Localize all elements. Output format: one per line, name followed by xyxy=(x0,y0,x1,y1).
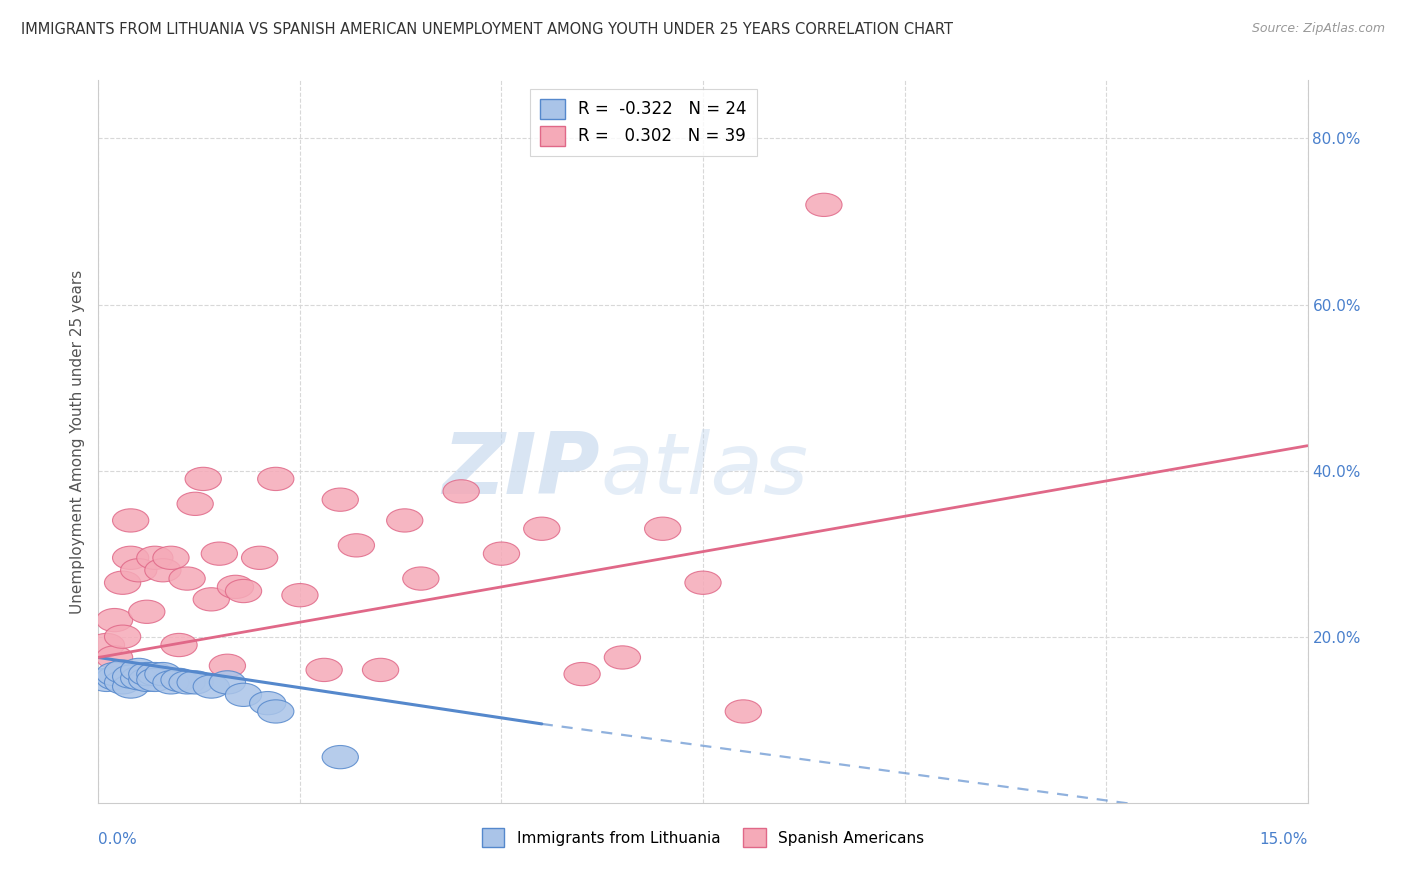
Ellipse shape xyxy=(129,663,165,686)
Ellipse shape xyxy=(363,658,399,681)
Ellipse shape xyxy=(257,700,294,723)
Ellipse shape xyxy=(209,654,246,677)
Text: 15.0%: 15.0% xyxy=(1260,831,1308,847)
Ellipse shape xyxy=(97,663,132,686)
Ellipse shape xyxy=(112,675,149,698)
Ellipse shape xyxy=(806,194,842,217)
Ellipse shape xyxy=(121,666,157,690)
Ellipse shape xyxy=(136,663,173,686)
Ellipse shape xyxy=(605,646,641,669)
Ellipse shape xyxy=(121,658,157,681)
Ellipse shape xyxy=(644,517,681,541)
Ellipse shape xyxy=(177,492,214,516)
Ellipse shape xyxy=(145,663,181,686)
Text: IMMIGRANTS FROM LITHUANIA VS SPANISH AMERICAN UNEMPLOYMENT AMONG YOUTH UNDER 25 : IMMIGRANTS FROM LITHUANIA VS SPANISH AME… xyxy=(21,22,953,37)
Ellipse shape xyxy=(112,665,149,689)
Ellipse shape xyxy=(225,580,262,603)
Ellipse shape xyxy=(307,658,342,681)
Ellipse shape xyxy=(402,567,439,591)
Ellipse shape xyxy=(257,467,294,491)
Ellipse shape xyxy=(564,663,600,686)
Ellipse shape xyxy=(97,608,132,632)
Ellipse shape xyxy=(201,542,238,566)
Legend: Immigrants from Lithuania, Spanish Americans: Immigrants from Lithuania, Spanish Ameri… xyxy=(475,822,931,853)
Ellipse shape xyxy=(169,567,205,591)
Ellipse shape xyxy=(523,517,560,541)
Ellipse shape xyxy=(725,700,762,723)
Ellipse shape xyxy=(129,668,165,691)
Ellipse shape xyxy=(339,533,374,557)
Ellipse shape xyxy=(97,646,132,669)
Ellipse shape xyxy=(250,691,285,714)
Ellipse shape xyxy=(145,558,181,582)
Ellipse shape xyxy=(209,671,246,694)
Y-axis label: Unemployment Among Youth under 25 years: Unemployment Among Youth under 25 years xyxy=(69,269,84,614)
Ellipse shape xyxy=(160,633,197,657)
Ellipse shape xyxy=(104,671,141,694)
Ellipse shape xyxy=(193,588,229,611)
Ellipse shape xyxy=(322,746,359,769)
Ellipse shape xyxy=(225,683,262,706)
Ellipse shape xyxy=(136,546,173,569)
Ellipse shape xyxy=(281,583,318,607)
Text: Source: ZipAtlas.com: Source: ZipAtlas.com xyxy=(1251,22,1385,36)
Ellipse shape xyxy=(153,546,190,569)
Ellipse shape xyxy=(97,666,132,690)
Ellipse shape xyxy=(89,633,125,657)
Ellipse shape xyxy=(136,668,173,691)
Ellipse shape xyxy=(129,600,165,624)
Ellipse shape xyxy=(685,571,721,594)
Ellipse shape xyxy=(387,508,423,532)
Ellipse shape xyxy=(112,546,149,569)
Ellipse shape xyxy=(169,671,205,694)
Ellipse shape xyxy=(89,668,125,691)
Ellipse shape xyxy=(242,546,278,569)
Ellipse shape xyxy=(153,671,190,694)
Ellipse shape xyxy=(104,625,141,648)
Ellipse shape xyxy=(186,467,221,491)
Ellipse shape xyxy=(443,480,479,503)
Ellipse shape xyxy=(104,660,141,683)
Text: atlas: atlas xyxy=(600,429,808,512)
Ellipse shape xyxy=(121,558,157,582)
Ellipse shape xyxy=(484,542,520,566)
Ellipse shape xyxy=(218,575,253,599)
Ellipse shape xyxy=(112,508,149,532)
Text: ZIP: ZIP xyxy=(443,429,600,512)
Ellipse shape xyxy=(177,671,214,694)
Ellipse shape xyxy=(322,488,359,511)
Ellipse shape xyxy=(160,668,197,691)
Text: 0.0%: 0.0% xyxy=(98,831,138,847)
Ellipse shape xyxy=(104,571,141,594)
Ellipse shape xyxy=(193,675,229,698)
